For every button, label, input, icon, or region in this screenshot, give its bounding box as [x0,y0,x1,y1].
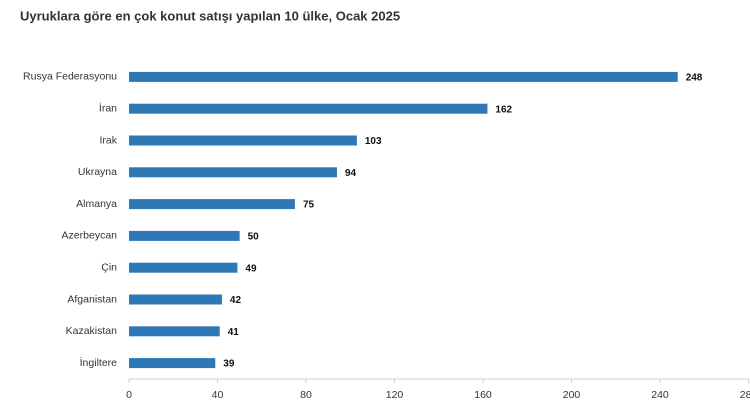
value-label: 248 [686,73,703,84]
value-label: 42 [230,295,242,306]
value-label: 103 [365,136,382,147]
bar [129,135,357,146]
x-tick-label: 120 [386,389,404,401]
y-tick-label: İran [99,101,117,114]
y-tick-label: Afganistan [67,293,117,305]
x-tick-label: 80 [300,389,312,401]
y-tick-label: Almanya [76,198,117,210]
y-tick-label: Azerbeycan [62,230,118,242]
x-tick-label: 240 [651,389,669,401]
x-tick-label: 200 [563,389,581,401]
y-tick-label: Ukrayna [78,166,117,178]
bar [129,167,337,178]
bar [129,294,222,305]
bar [129,103,488,114]
y-tick-label: Çin [101,261,117,273]
y-tick-label: Irak [99,134,117,146]
value-label: 75 [303,200,315,211]
value-label: 162 [495,104,512,115]
bar [129,358,216,369]
x-tick-label: 0 [126,389,132,401]
y-tick-label: İngiltere [80,356,118,369]
bar [129,71,678,82]
bar [129,326,220,337]
bar [129,262,238,273]
y-tick-label: Rusya Federasyonu [23,71,117,83]
x-tick-label: 280 [740,389,750,401]
chart-title: Uyruklara göre en çok konut satışı yapıl… [20,8,400,23]
y-tick-label: Kazakistan [66,325,118,337]
value-label: 39 [223,359,235,370]
bar [129,199,295,210]
bar [129,230,240,241]
value-label: 49 [245,263,257,274]
value-label: 41 [228,327,240,338]
value-label: 50 [248,232,260,243]
x-tick-label: 40 [212,389,224,401]
value-label: 94 [345,168,357,179]
x-tick-label: 160 [474,389,492,401]
